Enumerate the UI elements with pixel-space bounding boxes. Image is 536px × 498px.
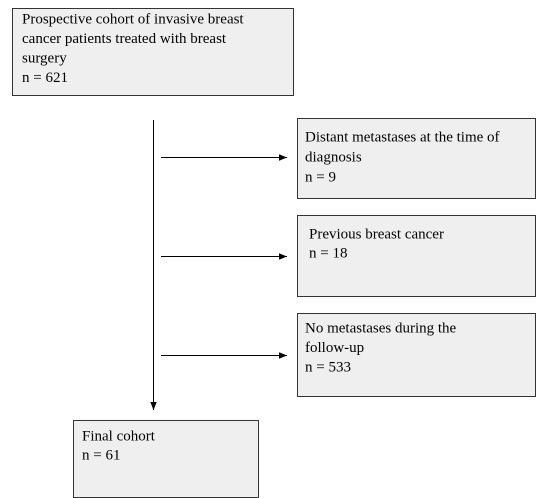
node-text: n = 9 xyxy=(305,169,336,185)
node-text: cancer patients treated with breast xyxy=(22,31,227,47)
node-text: n = 533 xyxy=(305,359,351,375)
node-text: Final cohort xyxy=(82,428,156,444)
box xyxy=(73,420,259,498)
box xyxy=(297,118,536,199)
node-text: n = 18 xyxy=(309,245,347,261)
node-text: n = 61 xyxy=(82,447,120,463)
node-text: Prospective cohort of invasive breast xyxy=(22,11,244,27)
node-text: No metastases during the xyxy=(305,320,457,336)
node-text: Previous breast cancer xyxy=(309,226,444,242)
box xyxy=(12,8,294,96)
node-text: diagnosis xyxy=(305,149,362,165)
node-text: follow-up xyxy=(305,340,364,356)
node-text: n = 621 xyxy=(22,70,68,86)
node-text: surgery xyxy=(22,50,67,66)
box xyxy=(297,215,536,297)
node-text: Distant metastases at the time of xyxy=(305,129,500,145)
box xyxy=(297,313,536,397)
